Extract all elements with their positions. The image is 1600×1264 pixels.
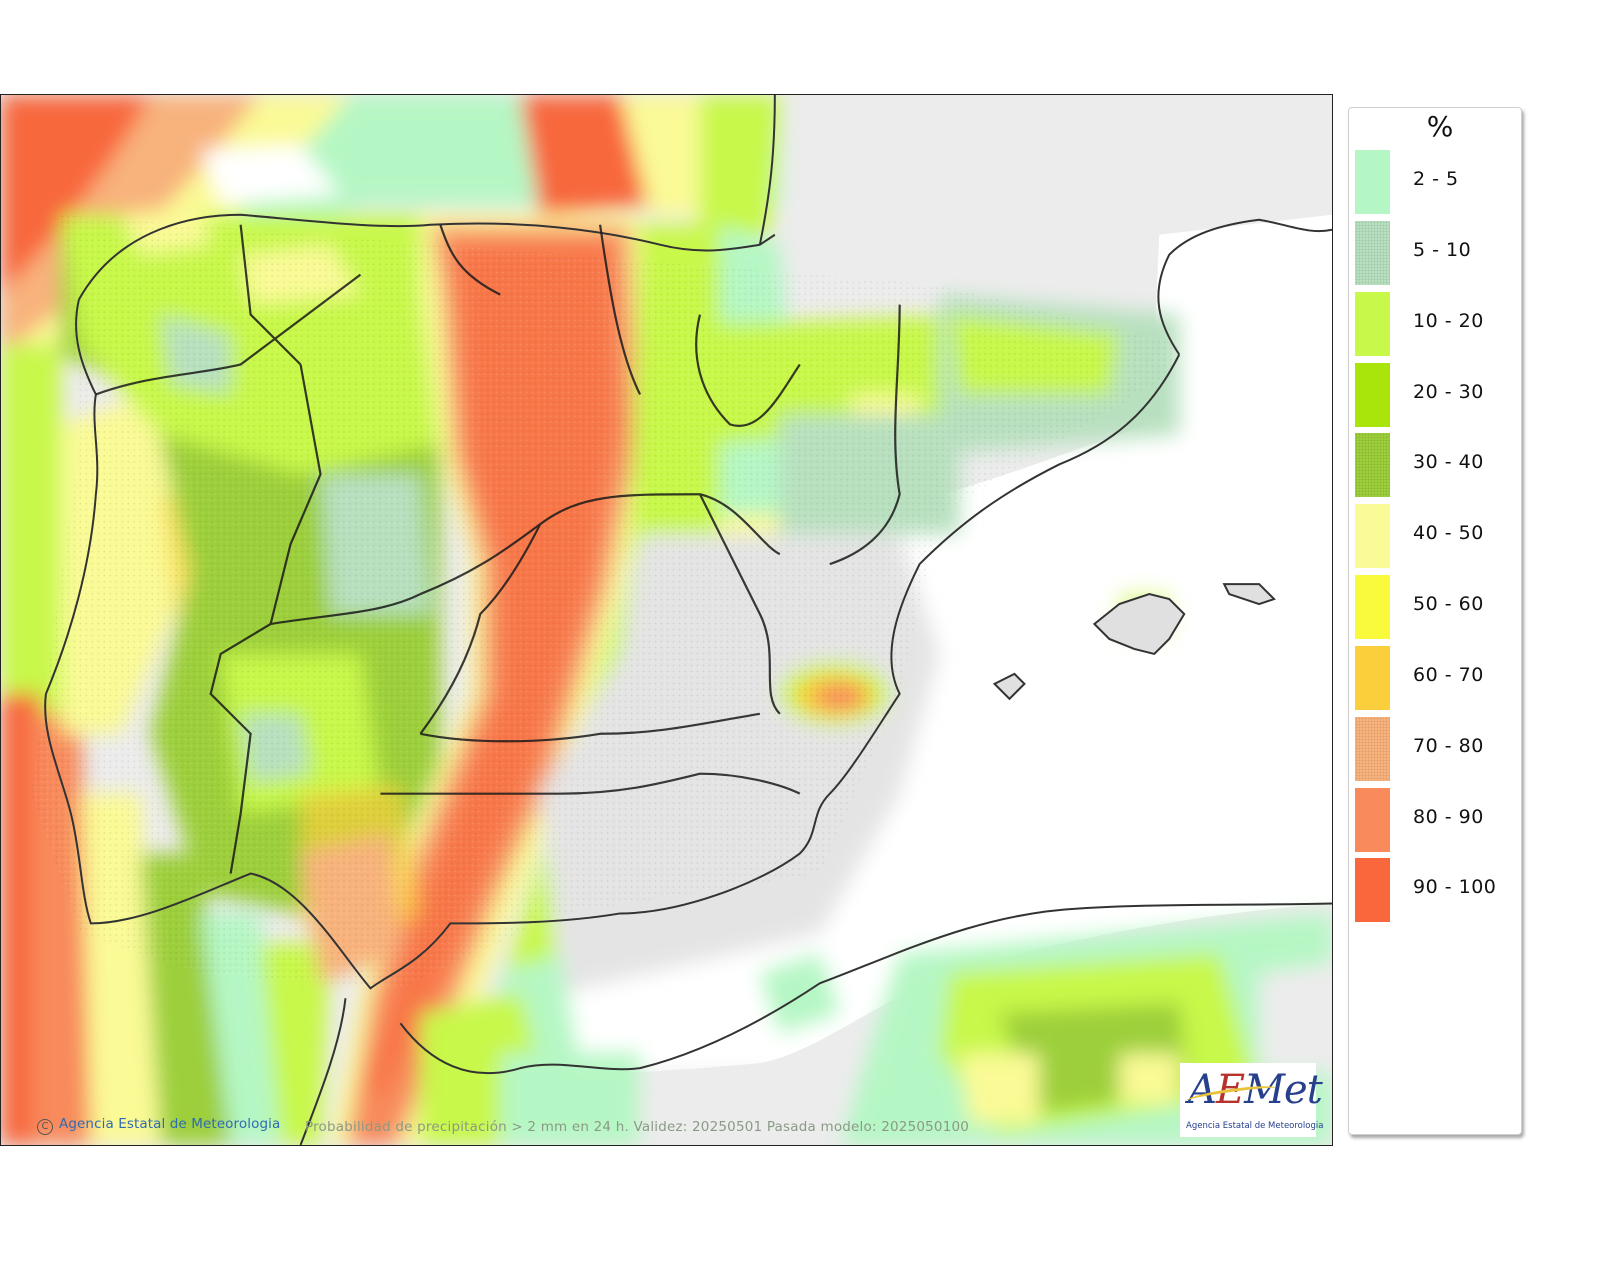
legend-item: 40 - 50 xyxy=(1355,504,1515,568)
legend-label: 80 - 90 xyxy=(1413,806,1484,828)
legend-swatch xyxy=(1355,292,1390,356)
legend-label: 40 - 50 xyxy=(1413,522,1484,544)
legend-item: 20 - 30 xyxy=(1355,363,1515,427)
north-africa-coast xyxy=(399,902,1332,1075)
legend-label: 2 - 5 xyxy=(1413,168,1459,190)
legend-label: 5 - 10 xyxy=(1413,239,1472,261)
logo-letters-met: Met xyxy=(1244,1067,1323,1113)
map-caption: Probabilidad de precipitación > 2 mm en … xyxy=(305,1119,970,1135)
legend-swatch xyxy=(1355,575,1390,639)
legend-item: 5 - 10 xyxy=(1355,221,1515,285)
mallorca xyxy=(1092,593,1186,656)
copyright-icon: C xyxy=(37,1119,53,1135)
logo-subtitle: Agencia Estatal de Meteorologia xyxy=(1186,1121,1324,1131)
map-canvas xyxy=(1,95,1332,1145)
legend-swatch xyxy=(1355,646,1390,710)
legend-swatch xyxy=(1355,363,1390,427)
legend-item: 50 - 60 xyxy=(1355,575,1515,639)
legend-swatch xyxy=(1355,150,1390,214)
legend-label: 70 - 80 xyxy=(1413,735,1484,757)
menorca xyxy=(1222,583,1276,606)
cantabrian-coast xyxy=(78,213,776,301)
iberian-coast xyxy=(44,299,1181,990)
legend-swatch xyxy=(1355,788,1390,852)
legend-label: 60 - 70 xyxy=(1413,664,1484,686)
legend-swatch xyxy=(1355,433,1390,497)
legend-swatch xyxy=(1355,717,1390,781)
legend-item: 2 - 5 xyxy=(1355,150,1515,214)
legend-item: 10 - 20 xyxy=(1355,292,1515,356)
credit-text: Agencia Estatal de Meteorologia xyxy=(59,1116,281,1132)
legend-item: 70 - 80 xyxy=(1355,717,1515,781)
color-legend: % 2 - 5 5 - 10 10 - 20 20 - 30 30 - 40 4… xyxy=(1348,107,1522,1135)
logo-wordmark: AEMet xyxy=(1188,1065,1323,1115)
legend-label: 50 - 60 xyxy=(1413,593,1484,615)
legend-unit: % xyxy=(1426,110,1454,143)
aemet-logo: AEMet Agencia Estatal de Meteorologia xyxy=(1180,1063,1323,1137)
logo-letter-a: A xyxy=(1188,1067,1217,1113)
morocco-atlantic-coast xyxy=(299,998,347,1145)
legend-swatch xyxy=(1355,221,1390,285)
legend-item: 80 - 90 xyxy=(1355,788,1515,852)
logo-letter-e: E xyxy=(1215,1067,1245,1113)
legend-swatch xyxy=(1355,504,1390,568)
legend-item: 90 - 100 xyxy=(1355,858,1515,922)
legend-label: 30 - 40 xyxy=(1413,451,1484,473)
legend-label: 10 - 20 xyxy=(1413,310,1484,332)
ibiza xyxy=(992,672,1026,701)
legend-item: 30 - 40 xyxy=(1355,433,1515,497)
agency-credit: C Agencia Estatal de Meteorologia xyxy=(37,1116,280,1135)
precipitation-probability-map: C Agencia Estatal de Meteorologia Probabi… xyxy=(0,94,1333,1146)
legend-label: 90 - 100 xyxy=(1413,876,1497,898)
french-atlantic-coast xyxy=(758,95,776,245)
legend-label: 20 - 30 xyxy=(1413,381,1484,403)
legend-item: 60 - 70 xyxy=(1355,646,1515,710)
french-mediterranean-coast xyxy=(1157,218,1332,356)
legend-swatch xyxy=(1355,858,1390,922)
